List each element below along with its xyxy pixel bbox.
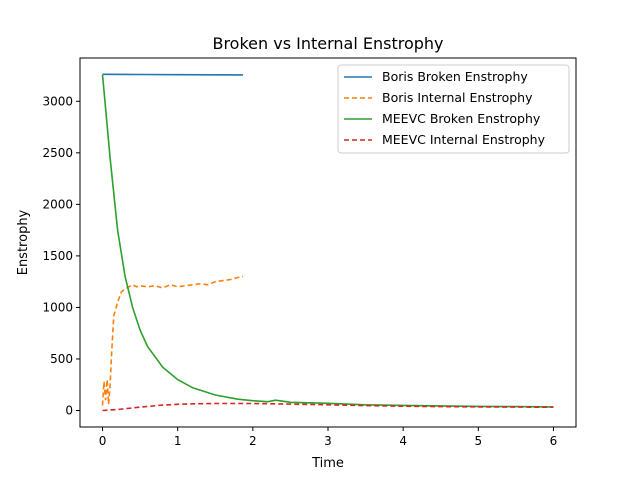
x-tick-label: 0 — [99, 434, 107, 448]
x-tick-label: 1 — [174, 434, 182, 448]
series-layer — [101, 73, 554, 412]
legend-label-boris-broken-enstrophy: Boris Broken Enstrophy — [382, 69, 528, 84]
y-tick-label: 500 — [50, 352, 73, 366]
y-tick-label: 3000 — [42, 94, 73, 108]
x-tick-label: 4 — [399, 434, 407, 448]
y-tick-label: 2500 — [42, 146, 73, 160]
y-tick-label: 1500 — [42, 249, 73, 263]
chart-title: Broken vs Internal Enstrophy — [212, 34, 443, 53]
x-axis: 0 1 2 3 4 5 6 — [99, 427, 558, 448]
y-tick-label: 2000 — [42, 197, 73, 211]
legend: Boris Broken Enstrophy Boris Internal Ens… — [337, 64, 570, 154]
series-line-boris-broken-enstrophy — [102, 73, 244, 76]
legend-label-boris-internal-enstrophy: Boris Internal Enstrophy — [382, 90, 533, 105]
x-tick-label: 2 — [249, 434, 257, 448]
x-tick-label: 3 — [324, 434, 332, 448]
x-axis-label: Time — [311, 456, 344, 471]
y-tick-label: 0 — [65, 404, 73, 418]
y-axis-label: Enstrophy — [16, 209, 31, 275]
series-line-meevc-internal-enstrophy — [102, 402, 554, 412]
x-tick-label: 6 — [550, 434, 558, 448]
y-axis: 0 500 1000 1500 2000 2500 3000 — [42, 94, 80, 418]
x-tick-label: 5 — [474, 434, 482, 448]
legend-label-meevc-broken-enstrophy: MEEVC Broken Enstrophy — [382, 111, 541, 126]
legend-box — [337, 64, 570, 154]
y-tick-label: 1000 — [42, 300, 73, 314]
legend-label-meevc-internal-enstrophy: MEEVC Internal Enstrophy — [382, 132, 546, 147]
